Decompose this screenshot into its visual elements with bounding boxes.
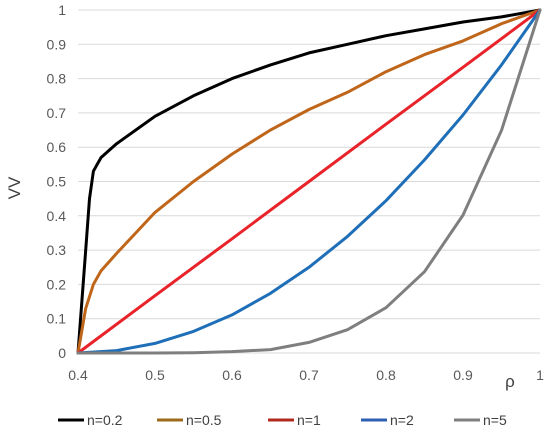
x-tick-label: 0.5: [145, 367, 165, 383]
legend-label: n=5: [483, 412, 507, 428]
y-tick-label: 0.7: [47, 105, 67, 121]
y-tick-label: 0.1: [47, 311, 67, 327]
y-tick-labels: 0 0.1 0.2 0.3 0.4 0.5 0.6 0.7 0.8 0.9 1: [47, 2, 67, 361]
y-tick-label: 0.6: [47, 139, 67, 155]
x-tick-label: 1: [536, 367, 544, 383]
x-tick-label: 0.7: [299, 367, 319, 383]
x-tick-labels: 0.4 0.5 0.6 0.7 0.8 0.9 1: [68, 367, 544, 383]
y-tick-label: 0.8: [47, 71, 67, 87]
y-tick-label: 0.5: [47, 174, 67, 190]
y-tick-label: 0: [58, 345, 66, 361]
series-line-n-0-2: [76, 8, 542, 355]
series-line-n-5: [76, 8, 542, 355]
x-tick-label: 0.9: [453, 367, 473, 383]
x-tick-label: 0.6: [222, 367, 242, 383]
y-tick-label: 0.3: [47, 242, 67, 258]
legend-label: n=0.5: [186, 412, 222, 428]
y-tick-label: 0.4: [47, 208, 67, 224]
y-axis-label: VV: [5, 176, 24, 199]
series-lines: [76, 8, 542, 355]
y-tick-label: 1: [58, 2, 66, 18]
legend: n=0.2 n=0.5 n=1 n=2 n=5: [58, 412, 507, 428]
x-axis-label: ρ: [505, 372, 515, 391]
series-line-n-2: [76, 8, 542, 355]
legend-label: n=2: [390, 412, 414, 428]
series-line-n-0-5: [76, 8, 542, 355]
series-line-n-1: [76, 8, 542, 355]
legend-label: n=1: [297, 412, 321, 428]
y-tick-label: 0.2: [47, 276, 67, 292]
x-tick-label: 0.8: [376, 367, 396, 383]
x-tick-label: 0.4: [68, 367, 88, 383]
legend-label: n=0.2: [87, 412, 123, 428]
y-tick-label: 0.9: [47, 36, 67, 52]
